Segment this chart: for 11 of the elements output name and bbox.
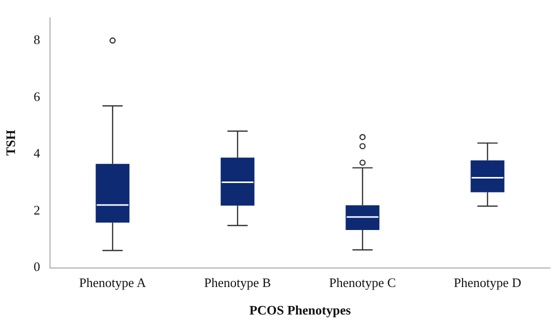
- x-tick-label: Phenotype A: [79, 275, 147, 290]
- x-axis-title: PCOS Phenotypes: [249, 302, 351, 318]
- x-tick-label: Phenotype B: [204, 275, 272, 290]
- y-tick-label: 6: [34, 88, 41, 104]
- y-tick-label: 0: [34, 259, 40, 274]
- y-tick-label: 2: [34, 202, 40, 218]
- y-axis-title: TSH: [3, 130, 18, 156]
- x-tick-label: Phenotype C: [329, 275, 396, 290]
- y-tick-label: 4: [34, 146, 41, 161]
- x-tick-label: Phenotype D: [454, 275, 522, 290]
- y-tick-label: 8: [34, 32, 40, 47]
